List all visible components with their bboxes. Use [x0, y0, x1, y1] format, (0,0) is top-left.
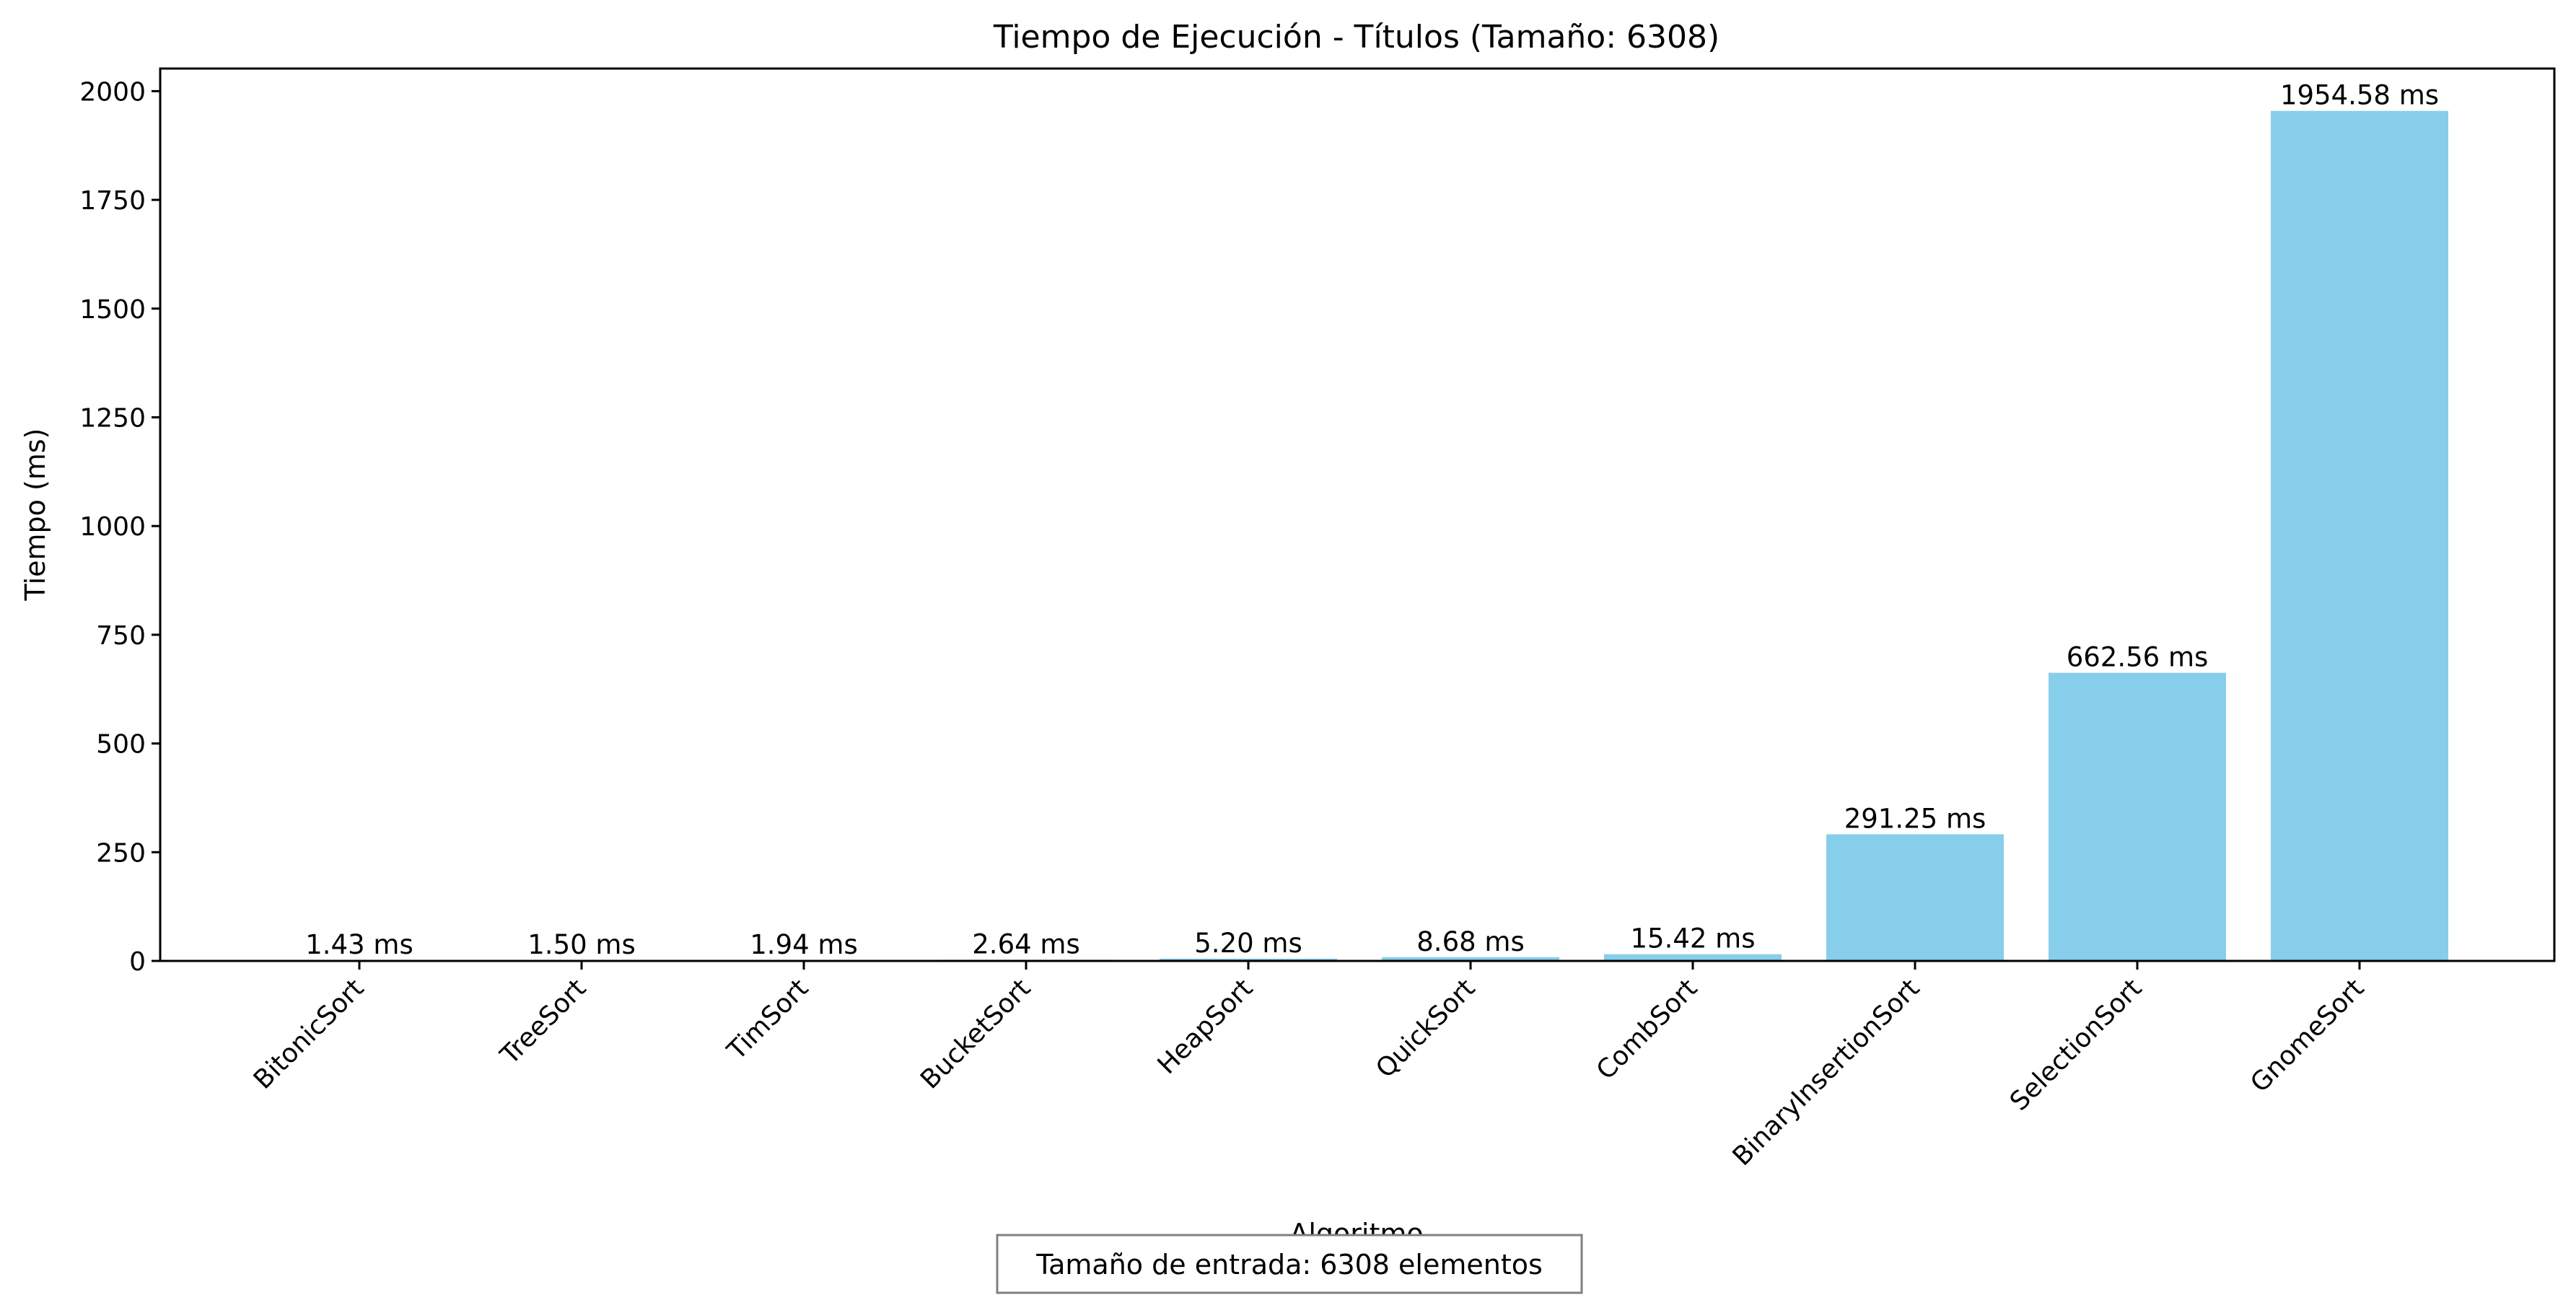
bar-value-label-BitonicSort: 1.43 ms: [305, 929, 413, 960]
bar-QuickSort: [1382, 957, 1559, 961]
x-tick-label-GnomeSort: GnomeSort: [2245, 973, 2370, 1098]
x-tick-label-HeapSort: HeapSort: [1152, 973, 1259, 1080]
bar-value-label-QuickSort: 8.68 ms: [1416, 926, 1524, 957]
annotation-box: [996, 1234, 1583, 1294]
y-axis-label: Tiempo (ms): [19, 429, 51, 602]
bar-GnomeSort: [2271, 110, 2448, 962]
y-tick-label-500: 500: [96, 730, 146, 760]
chart-title: Tiempo de Ejecución - Títulos (Tamaño: 6…: [993, 19, 1719, 56]
bar-value-label-BucketSort: 2.64 ms: [972, 928, 1079, 959]
x-tick-label-TimSort: TimSort: [722, 973, 815, 1066]
x-tick-label-BinaryInsertionSort: BinaryInsertionSort: [1727, 973, 1926, 1172]
bar-CombSort: [1604, 954, 1782, 961]
bars-group: 1.43 ms 1.50 ms 1.94 ms 2.64 ms 5.20 ms 8.68 …: [271, 80, 2448, 962]
bar-value-label-TreeSort: 1.50 ms: [527, 929, 635, 960]
bar-value-label-BinaryInsertionSort: 291.25 ms: [1844, 803, 1986, 834]
bar-value-label-TimSort: 1.94 ms: [750, 929, 857, 960]
bar-value-label-HeapSort: 5.20 ms: [1194, 928, 1302, 959]
x-tick-label-SelectionSort: SelectionSort: [2005, 973, 2147, 1116]
y-tick-label-750: 750: [96, 621, 146, 651]
y-tick-label-1250: 1250: [79, 403, 146, 433]
bar-value-label-GnomeSort: 1954.58 ms: [2280, 80, 2439, 111]
plot-frame: [159, 67, 2556, 962]
bar-value-label-SelectionSort: 662.56 ms: [2067, 642, 2209, 673]
bar-BinaryInsertionSort: [1826, 834, 2004, 961]
y-tick-label-1000: 1000: [79, 512, 146, 542]
x-tick-label-QuickSort: QuickSort: [1370, 973, 1481, 1084]
y-tick-label-2000: 2000: [79, 77, 146, 107]
x-tick-label-TreeSort: TreeSort: [494, 973, 592, 1071]
y-axis-ticks: 0 250 500 750 1000 1250 1500 1750 2000: [79, 77, 160, 977]
x-tick-label-CombSort: CombSort: [1591, 973, 1703, 1085]
x-tick-label-BucketSort: BucketSort: [915, 973, 1036, 1094]
y-tick-label-250: 250: [96, 838, 146, 868]
y-tick-label-1750: 1750: [79, 186, 146, 216]
y-tick-label-1500: 1500: [79, 295, 146, 325]
x-tick-label-BitonicSort: BitonicSort: [248, 973, 369, 1094]
bar-HeapSort: [1160, 958, 1337, 961]
annotation-text: Tamaño de entrada: 6308 elementos: [1035, 1249, 1543, 1281]
x-axis-ticks: BitonicSort TreeSort TimSort BucketSort Heap…: [248, 961, 2370, 1172]
bar-SelectionSort: [2049, 672, 2226, 961]
y-tick-label-0: 0: [129, 947, 146, 977]
bar-value-label-CombSort: 15.42 ms: [1630, 923, 1755, 954]
